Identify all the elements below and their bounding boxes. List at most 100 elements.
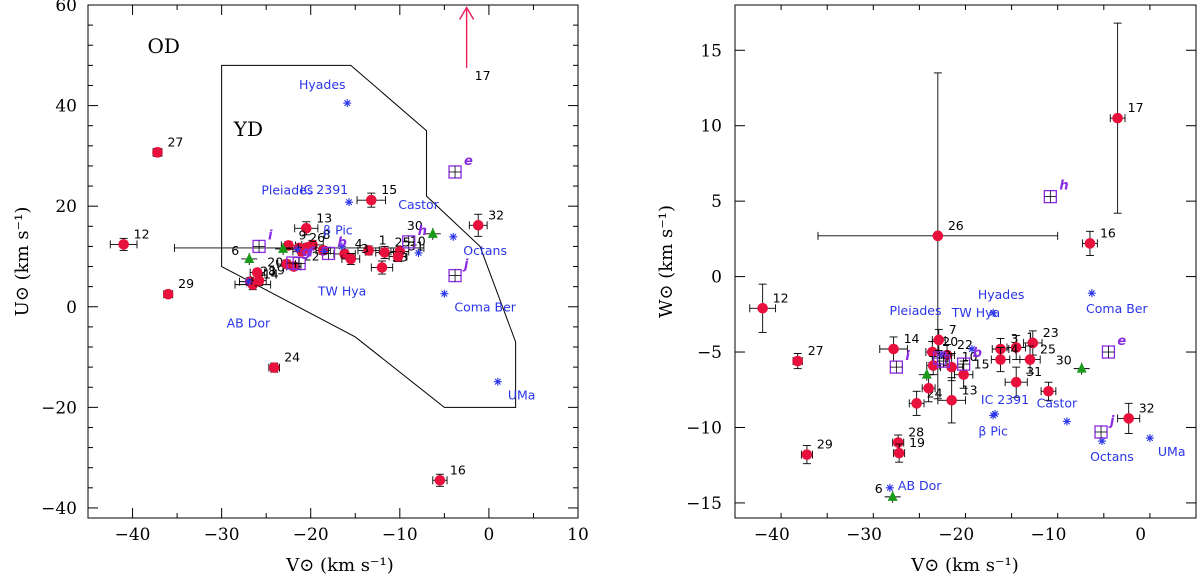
red-point-label: 14 [263,267,279,282]
y-axis-label: W⊙ (km s⁻¹) [656,205,677,318]
y-tick-label: −10 [686,418,722,438]
purple-point-label: g [302,245,311,260]
red-star-point [434,474,446,486]
red-star-point [1024,354,1036,365]
x-tick-label: 0 [483,525,494,545]
red-star-point [923,382,934,394]
red-star-point [1112,112,1123,124]
green-triangle-point [921,368,932,379]
red-star-point [958,369,969,380]
x-tick-label: 0 [1135,525,1146,545]
y-tick-label: 0 [66,298,77,318]
red-point-label: 12 [773,290,789,305]
blue-group-label: UMa [508,388,536,403]
blue-asterisk-point [440,289,449,298]
red-point-label: 10 [410,233,426,248]
red-point-label: 19 [909,435,925,450]
blue-asterisk-point [244,277,253,286]
blue-asterisk-point [293,245,302,254]
red-point-label: 27 [808,343,824,358]
green-point-label: 30 [1056,353,1072,368]
young-disk-region [221,64,517,408]
red-star-point [933,334,945,346]
red-star-point [251,267,263,278]
red-point-label: 26 [948,218,964,233]
red-star-point [1027,337,1039,349]
blue-asterisk-point [1145,434,1154,443]
blue-group-label: TW Hya [951,305,1000,320]
purple-point-label: e [464,154,473,169]
left-panel-uv: −40 −30 −20 −10 0 10 −40 −20 0 20 40 60 V⊙ (km s⁻¹) U… [12,0,589,576]
red-point-label: 31 [1026,364,1042,379]
y-tick-label: 20 [55,197,77,217]
region-label-yd: YD [233,117,263,141]
red-star-point [911,398,922,409]
blue-group-label: IC 2391 [981,392,1029,407]
red-point-label: 16 [1100,225,1116,240]
y-tick-label: 40 [55,97,77,117]
x-tick-label: −20 [293,525,329,545]
red-point-label: 32 [488,207,504,222]
red-star-point [118,239,129,250]
green-point-label: 6 [231,243,239,258]
red-star-point [366,194,377,206]
purple-point-label: j [462,258,469,273]
arrow-head [459,6,475,20]
red-star-point [1010,342,1022,353]
red-star-point [1043,385,1054,397]
blue-asterisk-point [885,483,894,492]
red-star-point [376,262,388,273]
blue-group-label: Pleiades [890,303,942,318]
x-tick-label: −10 [382,525,418,545]
red-point-label: 12 [134,226,150,241]
blue-asterisk-point [989,308,998,317]
blue-asterisk-point [1087,289,1096,298]
red-point-label: 24 [284,350,300,365]
y-tick-label: −20 [41,398,77,418]
red-star-point [995,354,1006,365]
green-triangle-point [244,252,255,263]
y-tick-label: 0 [711,268,722,288]
blue-group-label: Hyades [978,287,1025,302]
red-point-label: 20 [267,255,283,270]
red-star-point [893,447,905,459]
blue-asterisk-point [967,345,976,354]
blue-group-label: TW Hya [317,283,366,298]
plot-frame [87,4,579,519]
y-tick-label: −40 [41,499,77,519]
red-point-label: 3 [361,241,369,256]
red-star-point [1123,413,1134,424]
green-triangle-point [1076,362,1087,373]
green-triangle-point [427,227,438,238]
x-axis-label: V⊙ (km s⁻¹) [285,555,394,576]
red-point-label: 13 [316,210,332,225]
red-point-label: 29 [817,437,833,452]
red-point-label: 26 [309,230,325,245]
red-point-label: 28 [908,425,924,440]
red-star-point [792,355,803,367]
y-tick-label: 10 [700,117,722,137]
red-point-label: 4 [1011,342,1019,357]
blue-group-label: Octans [1090,449,1134,464]
red-star-point [379,247,390,258]
x-axis-label: V⊙ (km s⁻¹) [910,555,1019,576]
red-point-label: 17 [1128,100,1144,115]
red-point-label: 29 [178,276,194,291]
red-star-point [892,437,904,448]
blue-group-label: Coma Ber [1086,301,1148,316]
plot-frame [734,4,1197,519]
red-star-point [1084,238,1096,249]
red-point-label: 22 [957,337,973,352]
blue-asterisk-point [449,232,458,241]
blue-group-label: Castor [398,197,439,212]
purple-point-label: b [338,235,347,250]
purple-point-label: i [268,228,273,243]
red-star-point [888,343,899,355]
red-point-label: 8 [323,227,331,242]
red-point-label: 19 [269,263,285,278]
red-star-point [932,230,944,242]
red-star-point [363,245,374,256]
